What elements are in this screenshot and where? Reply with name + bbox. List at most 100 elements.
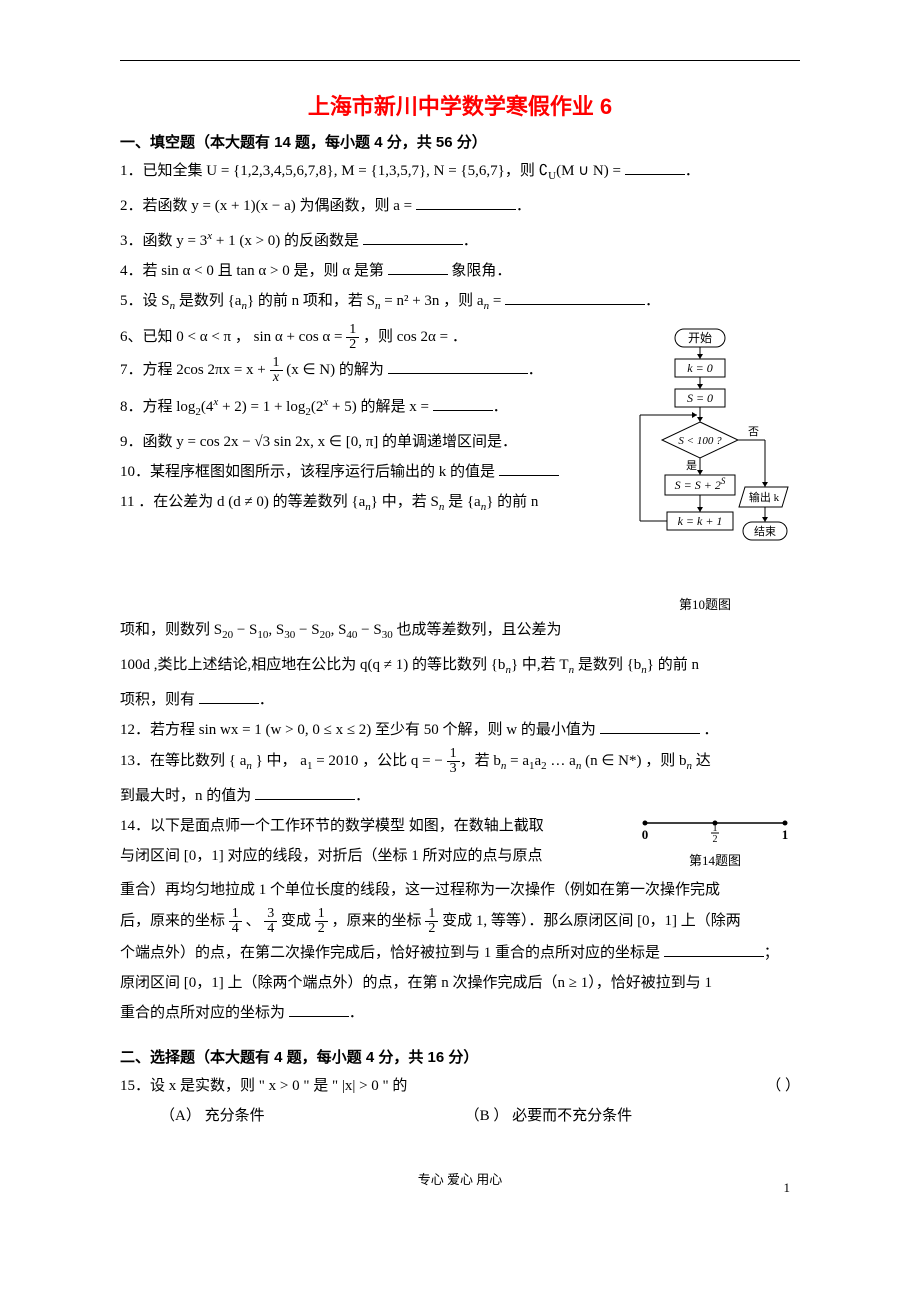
q11-d: } 的前 n — [486, 494, 538, 510]
question-1: 1．已知全集 U = {1,2,3,4,5,6,7,8}, M = {1,3,5… — [120, 158, 800, 189]
q14-end: ． — [349, 1005, 364, 1021]
q14-frac4: 12 — [425, 907, 438, 936]
q8-e: + 5) 的解是 x = — [328, 399, 432, 415]
q15-option-a: （A） 充分条件 — [160, 1103, 265, 1129]
question-3: 3．函数 y = 3x + 1 (x > 0) 的反函数是 ． — [120, 223, 800, 254]
q13-d: ，若 b — [460, 753, 501, 769]
question-5: 5．设 Sn 是数列 {an} 的前 n 项和，若 Sn = n² + 3n ，… — [120, 288, 800, 319]
page-title: 上海市新川中学数学寒假作业 6 — [120, 89, 800, 121]
q15-option-b: （B ） 必要而不充分条件 — [465, 1103, 633, 1129]
q13-h: (n ∈ N*) ，则 b — [581, 753, 686, 769]
q14-e: 、 — [246, 913, 261, 929]
q11-c: 是 {a — [444, 494, 480, 510]
q4-text-a: 4．若 sin α < 0 且 tan α > 0 是，则 α 是第 — [120, 263, 388, 279]
q13-end: ． — [355, 788, 370, 804]
q8-b: (4 — [201, 399, 214, 415]
question-11-line2: 项和，则数列 S20 − S10, S30 − S20, S40 − S30 也… — [120, 617, 800, 648]
top-rule — [120, 60, 800, 61]
q15-paren: （ ） — [766, 1073, 800, 1099]
q11-blank — [199, 689, 259, 704]
q11-m: } 中,若 T — [511, 657, 569, 673]
q11-l: 100d ,类比上述结论,相应地在公比为 q(q ≠ 1) 的等比数列 {b — [120, 657, 505, 673]
question-14-line6: 原闭区间 [0，1] 上（除两个端点外）的点，在第 n 次操作完成后（n ≥ 1… — [120, 970, 800, 996]
q5-e: = — [489, 293, 505, 309]
q2-blank — [416, 195, 516, 210]
q14-f: 变成 — [281, 913, 315, 929]
q8-a: 8．方程 log — [120, 399, 195, 415]
question-15-options: （A） 充分条件 （B ） 必要而不充分条件 — [160, 1103, 800, 1129]
q13-i: 达 — [692, 753, 711, 769]
question-11-line4: 项积，则有 ． — [120, 687, 800, 713]
q11-h: − S — [295, 622, 319, 638]
q13-a: 13．在等比数列 { a — [120, 753, 246, 769]
q11-i: , S — [331, 622, 347, 638]
q12-a: 12．若方程 sin wx = 1 (w > 0, 0 ≤ x ≤ 2) 至少有… — [120, 722, 600, 738]
q5-blank — [505, 290, 645, 305]
q13-b: } 中， a — [252, 753, 307, 769]
question-9: 9．函数 y = cos 2x − √3 sin 2x, x ∈ [0, π] … — [120, 429, 800, 455]
page-number: 1 — [784, 1180, 791, 1196]
q11-a: 11 ．在公差为 d (d ≠ 0) 的等差数列 {a — [120, 494, 365, 510]
q2-end: ． — [516, 198, 531, 214]
q5-a: 5．设 S — [120, 293, 170, 309]
q11-e: 项和，则数列 S — [120, 622, 222, 638]
q13-e: = a — [506, 753, 529, 769]
question-15: 15．设 x 是实数，则 " x > 0 " 是 " |x| > 0 " 的 （… — [120, 1073, 800, 1099]
q14-frac2: 34 — [264, 907, 277, 936]
q14-i: 个端点外）的点，在第二次操作完成后，恰好被拉到与 1 重合的点所对应的坐标是 — [120, 945, 664, 961]
section-2-heading: 二、选择题（本大题有 4 题，每小题 4 分，共 16 分） — [120, 1046, 800, 1067]
q7-frac: 1x — [270, 356, 283, 385]
q11-end: ． — [259, 692, 274, 708]
svg-text:结束: 结束 — [754, 525, 776, 538]
question-6: 6、已知 0 < α < π ， sin α + cos α = 12 ，则 c… — [120, 323, 800, 352]
q11-g: , S — [268, 622, 284, 638]
question-8: 8．方程 log2(4x + 2) = 1 + log2(2x + 5) 的解是… — [120, 389, 800, 425]
q11-k: 也成等差数列，且公差为 — [393, 622, 562, 638]
q11-j: − S — [357, 622, 381, 638]
q3-text-a: 3．函数 y = 3 — [120, 233, 207, 249]
question-11-line3: 100d ,类比上述结论,相应地在公比为 q(q ≠ 1) 的等比数列 {bn}… — [120, 652, 800, 683]
question-4: 4．若 sin α < 0 且 tan α > 0 是，则 α 是第 象限角． — [120, 258, 800, 284]
q1-sub: U — [548, 170, 556, 182]
q8-blank — [433, 396, 493, 411]
q14-h: 变成 1, 等等）．那么原闭区间 [0，1] 上（除两 — [442, 913, 741, 929]
q6-a: 6、已知 0 < α < π ， sin α + cos α = — [120, 329, 346, 345]
question-2: 2．若函数 y = (x + 1)(x − a) 为偶函数，则 a = ． — [120, 193, 800, 219]
question-14-line7: 重合的点所对应的坐标为 ． — [120, 1000, 800, 1026]
q11-p: 项积，则有 — [120, 692, 199, 708]
question-7: 7．方程 2cos 2πx = x + 1x (x ∈ N) 的解为 ． — [120, 356, 800, 385]
q3-blank — [363, 230, 463, 245]
q14-blank1 — [664, 942, 764, 957]
q13-blank — [255, 785, 355, 800]
question-10: 10．某程序框图如图所示，该程序运行后输出的 k 的值是 — [120, 459, 800, 485]
q6-b: ，则 cos 2α = ． — [363, 329, 467, 345]
question-14-line5: 个端点外）的点，在第二次操作完成后，恰好被拉到与 1 重合的点所对应的坐标是 ； — [120, 940, 800, 966]
q8-c: + 2) = 1 + log — [218, 399, 305, 415]
q14-g: ，原来的坐标 — [332, 913, 426, 929]
q11-f: − S — [233, 622, 257, 638]
q14-frac1: 14 — [229, 907, 242, 936]
question-14-line4: 后，原来的坐标 14 、 34 变成 12 ，原来的坐标 12 变成 1, 等等… — [120, 907, 800, 936]
question-14-line3: 重合）再均匀地拉成 1 个单位长度的线段，这一过程称为一次操作（例如在第一次操作… — [120, 877, 800, 903]
question-13-line1: 13．在等比数列 { an } 中， a1 = 2010 ，公比 q = − 1… — [120, 747, 800, 779]
q1-text-a: 1．已知全集 U = {1,2,3,4,5,6,7,8}, M = {1,3,5… — [120, 163, 548, 179]
q14-frac3: 12 — [315, 907, 328, 936]
q13-frac: 13 — [447, 747, 460, 776]
q14-l: 重合的点所对应的坐标为 — [120, 1005, 289, 1021]
q13-c: = 2010 ，公比 q = − — [312, 753, 446, 769]
question-11-line1: 11 ．在公差为 d (d ≠ 0) 的等差数列 {an} 中，若 Sn 是 {… — [120, 489, 800, 520]
flowchart-caption: 第10题图 — [610, 594, 800, 613]
q12-end: ． — [700, 722, 719, 738]
question-12: 12．若方程 sin wx = 1 (w > 0, 0 ≤ x ≤ 2) 至少有… — [120, 717, 800, 743]
q7-b: (x ∈ N) 的解为 — [286, 362, 387, 378]
q1-text-b: (M ∪ N) = — [556, 163, 625, 179]
q7-end: ． — [528, 362, 543, 378]
q1-blank — [625, 160, 685, 175]
q14-j: ； — [764, 945, 779, 961]
q11-o: } 的前 n — [647, 657, 699, 673]
q4-blank — [388, 260, 448, 275]
q7-blank — [388, 359, 528, 374]
q7-a: 7．方程 2cos 2πx = x + — [120, 362, 270, 378]
q1-end: ． — [685, 163, 700, 179]
question-14-line1: 14．以下是面点师一个工作环节的数学模型 如图，在数轴上截取 — [120, 813, 800, 839]
